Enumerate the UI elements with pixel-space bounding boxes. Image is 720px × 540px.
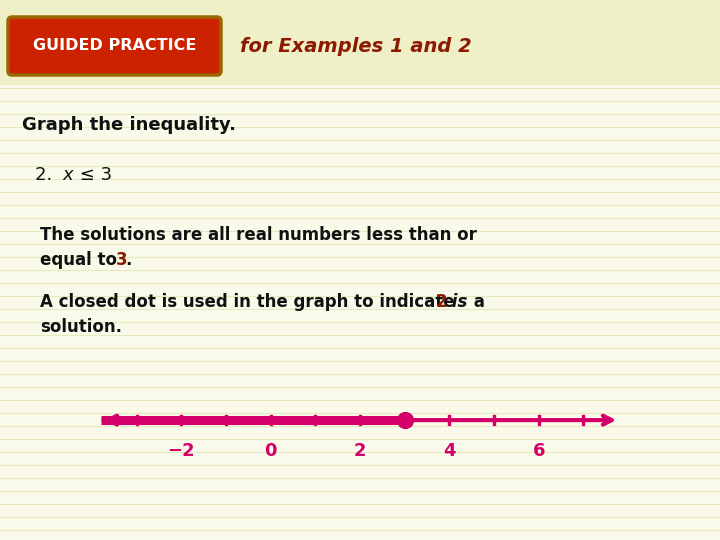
Text: The solutions are all real numbers less than or: The solutions are all real numbers less … bbox=[40, 226, 477, 244]
Text: GUIDED PRACTICE: GUIDED PRACTICE bbox=[33, 38, 196, 53]
Text: x: x bbox=[62, 166, 73, 184]
Text: 4: 4 bbox=[443, 442, 456, 460]
Text: 2: 2 bbox=[354, 442, 366, 460]
Text: Graph the inequality.: Graph the inequality. bbox=[22, 116, 236, 134]
Text: .: . bbox=[125, 251, 131, 269]
Text: 2.: 2. bbox=[35, 166, 58, 184]
Point bbox=[399, 416, 410, 424]
Text: 6: 6 bbox=[533, 442, 545, 460]
Bar bbox=[0, 0, 720, 85]
Text: 3: 3 bbox=[116, 251, 127, 269]
Text: is: is bbox=[446, 293, 467, 311]
Text: a: a bbox=[468, 293, 485, 311]
FancyBboxPatch shape bbox=[8, 17, 221, 75]
Text: ≤ 3: ≤ 3 bbox=[74, 166, 112, 184]
Text: for Examples 1 and 2: for Examples 1 and 2 bbox=[240, 37, 472, 56]
Text: A closed dot is used in the graph to indicate: A closed dot is used in the graph to ind… bbox=[40, 293, 460, 311]
Text: equal to: equal to bbox=[40, 251, 122, 269]
Text: −2: −2 bbox=[168, 442, 195, 460]
Text: 0: 0 bbox=[264, 442, 277, 460]
Text: 2: 2 bbox=[436, 293, 448, 311]
Text: solution.: solution. bbox=[40, 318, 122, 336]
